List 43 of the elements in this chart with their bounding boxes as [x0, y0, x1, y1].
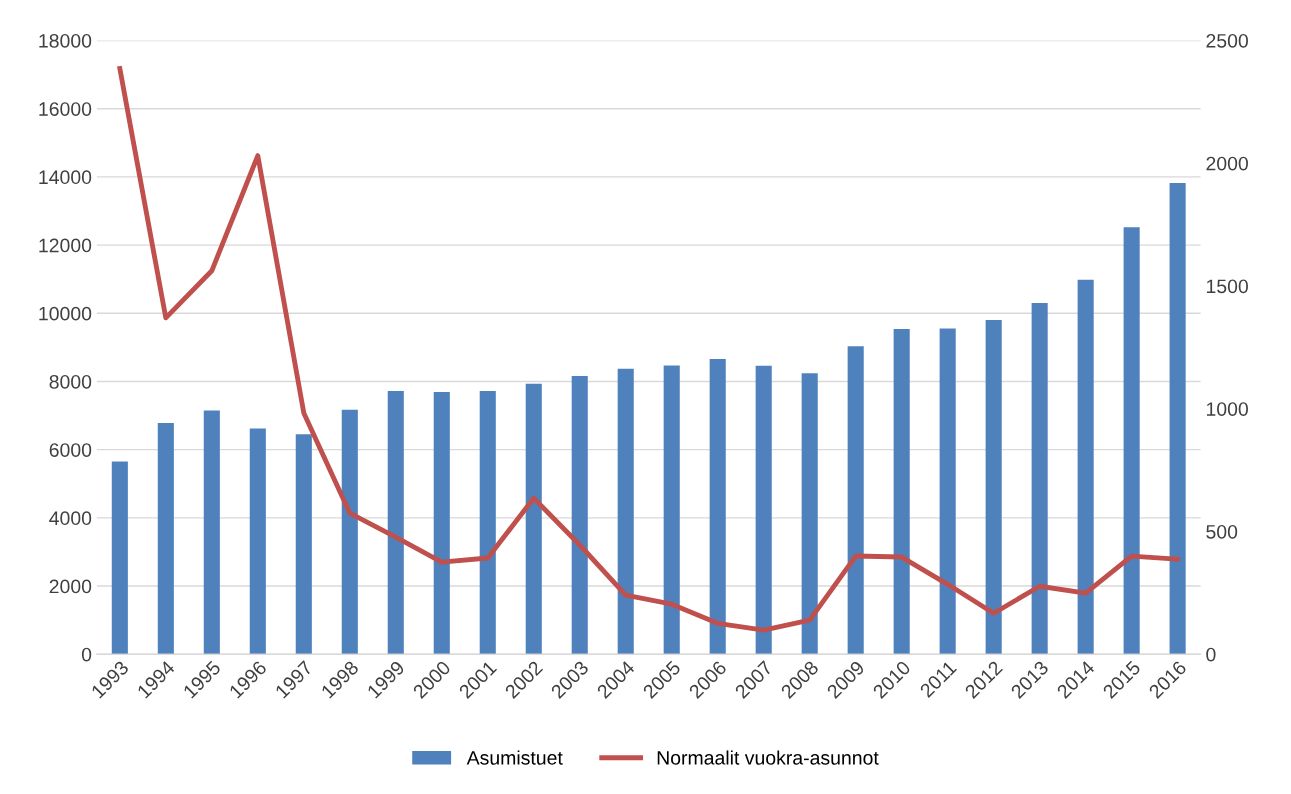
y-tick-label: 18000	[39, 33, 92, 48]
legend-label: Normaalit vuokra-asunnot	[657, 750, 879, 765]
y-tick-label: 10000	[39, 306, 92, 321]
bar	[801, 373, 818, 655]
bar	[1031, 303, 1048, 655]
bar	[617, 368, 634, 655]
bar	[295, 434, 312, 655]
bar	[571, 376, 588, 655]
y2-tick-label: 500	[1206, 524, 1238, 539]
bar	[709, 358, 726, 655]
y-tick-label: 2000	[49, 579, 92, 594]
y2-tick-label: 1000	[1206, 402, 1248, 416]
bar	[985, 320, 1002, 655]
y-tick-label: 12000	[39, 238, 92, 253]
y-tick-label: 16000	[39, 102, 92, 116]
bar	[249, 428, 266, 655]
bar	[663, 365, 680, 655]
bar	[939, 328, 956, 655]
bar	[111, 461, 128, 655]
bar	[847, 346, 864, 655]
bar	[157, 423, 174, 655]
bar	[1077, 279, 1094, 655]
bar	[479, 391, 496, 655]
y-tick-label: 4000	[49, 511, 92, 526]
bar	[525, 383, 542, 655]
bar	[433, 392, 450, 655]
bar	[387, 391, 404, 655]
y2-tick-label: 1500	[1206, 279, 1248, 294]
bar	[203, 410, 220, 655]
legend-label: Asumistuet	[466, 750, 563, 765]
y-tick-label: 6000	[49, 443, 92, 457]
bar	[341, 409, 358, 655]
bar	[893, 328, 910, 655]
y-tick-label: 14000	[39, 170, 92, 185]
y2-tick-label: 0	[1206, 647, 1216, 662]
y2-tick-label: 2500	[1206, 33, 1248, 48]
bar	[1123, 227, 1140, 655]
y2-tick-label: 2000	[1206, 156, 1248, 171]
y-tick-label: 8000	[49, 374, 92, 389]
bar	[755, 365, 772, 655]
bar	[1169, 183, 1186, 655]
line-series	[117, 66, 1181, 633]
y-tick-label: 0	[81, 647, 92, 662]
